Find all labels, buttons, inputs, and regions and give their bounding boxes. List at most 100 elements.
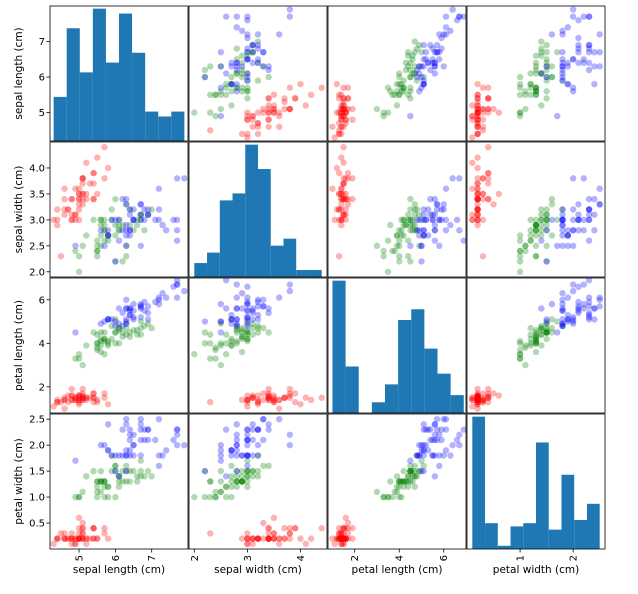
scatter-point (527, 237, 534, 244)
scatter-point (479, 127, 487, 134)
scatter-point (575, 307, 582, 314)
cell-frame (188, 5, 328, 142)
cell-frame (49, 413, 189, 550)
scatter-point (420, 80, 427, 88)
scatter-point (585, 195, 593, 203)
scatter-point (543, 48, 550, 56)
scatter-point (260, 436, 267, 444)
scatter-point (429, 452, 436, 459)
scatter-point (155, 185, 163, 192)
scatter-point (201, 467, 209, 475)
histogram-bar (79, 72, 93, 141)
cell-0-2 (327, 5, 467, 142)
scatter-point (126, 206, 134, 213)
scatter-point (97, 478, 105, 485)
scatter-point (342, 109, 350, 116)
scatter-point (61, 206, 68, 213)
scatter-point (97, 221, 105, 229)
scatter-point (344, 530, 352, 537)
scatter-point (260, 324, 267, 332)
cell-0-0: 567 (39, 5, 189, 142)
scatter-point (291, 95, 299, 102)
scatter-point (265, 535, 272, 542)
y-axis-label: petal length (cm) (13, 300, 25, 391)
cell-marks (50, 415, 188, 548)
scatter-point (104, 340, 112, 347)
scatter-point (380, 493, 387, 501)
scatter-point (123, 421, 130, 428)
scatter-point (244, 116, 251, 123)
scatter-point (270, 396, 278, 404)
scatter-point (575, 41, 582, 49)
scatter-point (400, 221, 407, 229)
scatter-point (485, 394, 492, 401)
scatter-point (75, 530, 83, 537)
scatter-point (495, 190, 503, 198)
scatter-point (72, 394, 79, 401)
scatter-point (559, 206, 566, 213)
scatter-point (474, 195, 481, 203)
scatter-point (559, 300, 566, 308)
scatter-point (585, 206, 593, 213)
scatter-point (123, 462, 130, 470)
scatter-point (72, 396, 79, 404)
scatter-point (217, 452, 225, 459)
scatter-point (564, 242, 572, 250)
scatter-point (191, 493, 198, 501)
scatter-point (108, 452, 115, 459)
scatter-point (54, 396, 61, 404)
scatter-point (340, 525, 347, 532)
cell-0-3 (466, 5, 606, 142)
scatter-point (249, 535, 256, 542)
scatter-point (90, 169, 97, 177)
scatter-point (228, 335, 235, 343)
scatter-point (335, 206, 343, 213)
scatter-point (228, 462, 235, 470)
scatter-point (416, 63, 423, 70)
scatter-point (474, 95, 481, 102)
scatter-point (94, 396, 101, 404)
scatter-point (402, 478, 410, 485)
scatter-point (244, 130, 251, 138)
scatter-point (83, 232, 90, 239)
scatter-point (265, 396, 272, 404)
scatter-point (420, 421, 427, 428)
scatter-point (404, 237, 412, 244)
scatter-point (338, 112, 345, 120)
scatter-point (137, 303, 144, 310)
scatter-point (112, 493, 119, 501)
x-tick-label: 3 (243, 555, 254, 561)
scatter-point (281, 105, 288, 113)
scatter-point (79, 180, 86, 187)
scatter-point (340, 180, 347, 187)
scatter-point (249, 392, 256, 399)
histogram-bar (258, 169, 271, 277)
cell-marks (191, 6, 325, 141)
scatter-point (212, 493, 219, 501)
scatter-point (342, 109, 350, 116)
scatter-point (112, 216, 119, 224)
scatter-point (108, 206, 115, 213)
scatter-point (233, 322, 240, 330)
scatter-point (68, 216, 75, 224)
scatter-point (64, 398, 72, 406)
scatter-point (141, 436, 148, 444)
scatter-point (233, 441, 240, 449)
scatter-point (416, 452, 423, 459)
scatter-point (532, 242, 540, 250)
scatter-point (479, 398, 487, 406)
scatter-point (233, 13, 240, 20)
scatter-point (474, 392, 481, 399)
scatter-point (474, 185, 481, 192)
scatter-point (244, 462, 251, 470)
scatter-point (207, 493, 214, 501)
scatter-point (75, 185, 83, 192)
scatter-point (335, 91, 343, 99)
scatter-point (244, 134, 251, 141)
scatter-point (249, 48, 256, 56)
scatter-point (516, 237, 524, 244)
scatter-point (90, 180, 97, 187)
scatter-point (413, 45, 421, 52)
scatter-point (559, 63, 566, 70)
scatter-point (244, 318, 251, 325)
